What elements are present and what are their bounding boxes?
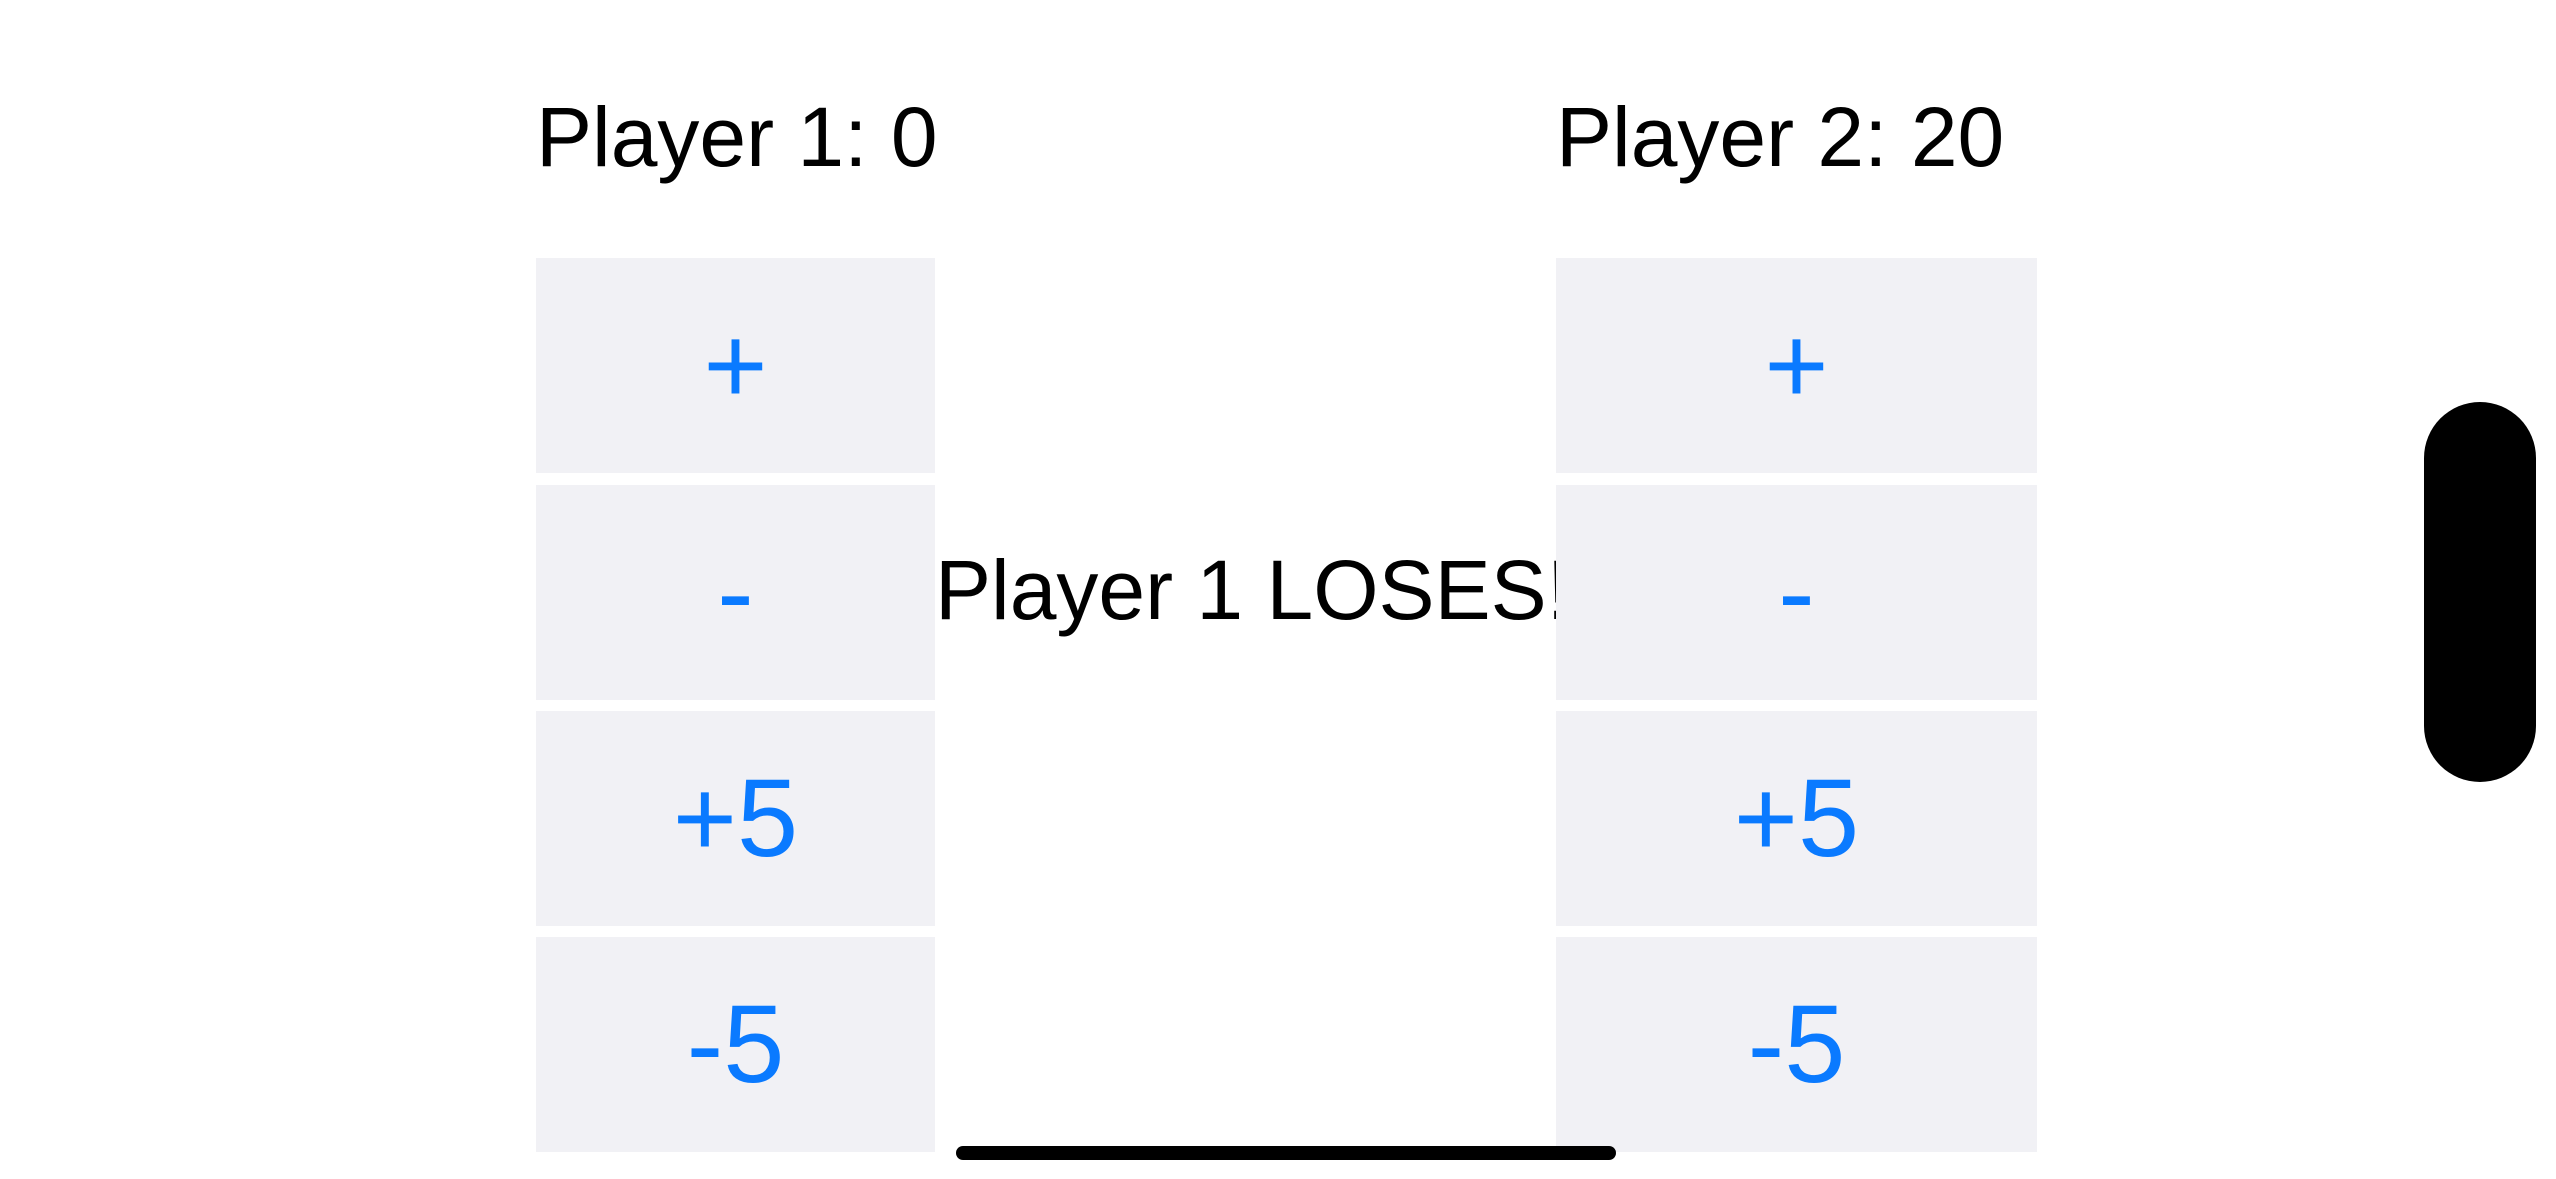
player1-minus-button[interactable]: - — [536, 485, 935, 700]
player2-minus-button[interactable]: - — [1556, 485, 2037, 700]
player1-score-label: Player 1: 0 — [536, 90, 938, 184]
player1-plus-five-button[interactable]: +5 — [536, 711, 935, 926]
player2-plus-five-button[interactable]: +5 — [1556, 711, 2037, 926]
player2-minus-five-button[interactable]: -5 — [1556, 937, 2037, 1152]
player2-plus-button[interactable]: + — [1556, 258, 2037, 473]
side-sensor-housing — [2424, 402, 2536, 782]
player1-plus-button[interactable]: + — [536, 258, 935, 473]
game-status-message: Player 1 LOSES! — [935, 543, 1570, 637]
player1-minus-five-button[interactable]: -5 — [536, 937, 935, 1152]
home-indicator[interactable] — [956, 1146, 1616, 1160]
player2-score-label: Player 2: 20 — [1556, 90, 2005, 184]
